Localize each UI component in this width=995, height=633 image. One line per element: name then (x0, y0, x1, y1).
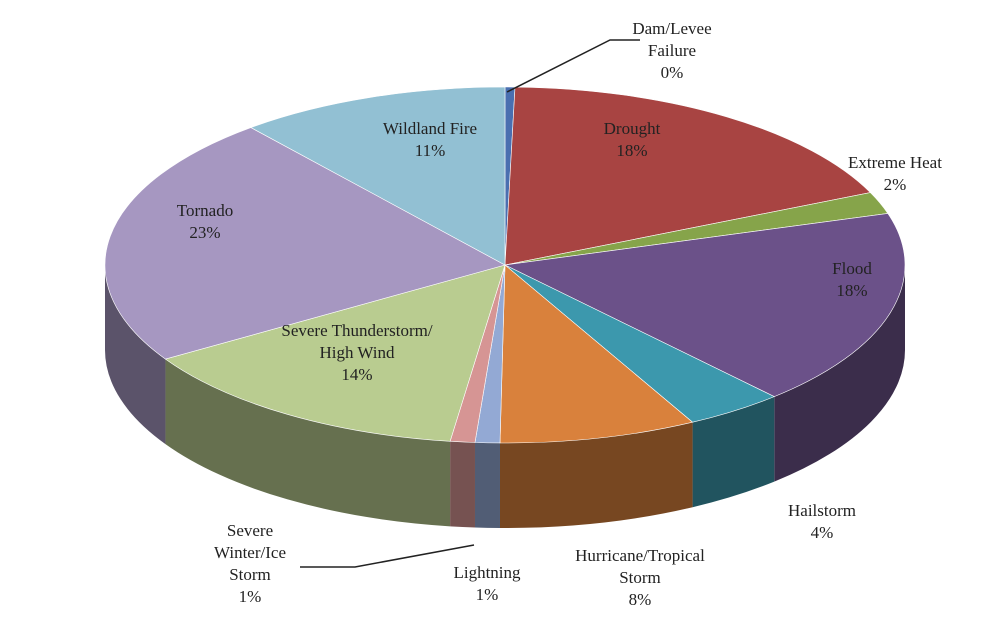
value-label: 14% (341, 365, 373, 384)
slice-label: Wildland Fire 11% (365, 118, 495, 162)
category-label: Wildland Fire (382, 119, 478, 138)
leader-line (300, 544, 475, 568)
slice-label: Hailstorm 4% (772, 500, 872, 544)
category-label: Tornado (176, 201, 234, 220)
slice-side (474, 442, 500, 528)
slice-label: Extreme Heat 2% (840, 152, 950, 196)
slice-label: Drought 18% (577, 118, 687, 162)
slice-label: Lightning 1% (437, 562, 537, 606)
slice (250, 86, 506, 266)
category-label: Severe Thunderstorm/ High Wind (281, 321, 433, 362)
value-label: 23% (189, 223, 221, 242)
slice-label: Dam/Levee Failure 0% (607, 18, 737, 84)
slice (104, 127, 506, 360)
value-label: 11% (414, 141, 446, 160)
slice (164, 264, 506, 442)
slice-label: Severe Thunderstorm/ High Wind 14% (277, 320, 437, 386)
category-label: Hurricane/Tropical Storm (575, 546, 705, 587)
value-label: 0% (660, 63, 684, 82)
value-label: 18% (616, 141, 648, 160)
slice-side (105, 265, 166, 445)
category-label: Lightning (453, 563, 521, 582)
slice-label: Tornado 23% (155, 200, 255, 244)
leader-line (506, 39, 640, 93)
slice-side (692, 396, 775, 508)
slice (499, 264, 694, 444)
value-label: 1% (475, 585, 499, 604)
value-label: 1% (238, 587, 262, 606)
slice-label: Flood 18% (807, 258, 897, 302)
value-label: 4% (810, 523, 834, 542)
value-label: 8% (628, 590, 652, 609)
value-label: 18% (836, 281, 868, 300)
slice (504, 86, 871, 266)
slice-label: Hurricane/Tropical Storm 8% (570, 545, 710, 611)
category-label: Extreme Heat (848, 153, 942, 172)
category-label: Flood (832, 259, 872, 278)
slice (503, 213, 906, 397)
category-label: Hailstorm (788, 501, 856, 520)
slice-side (450, 441, 475, 528)
category-label: Severe Winter/Ice Storm (214, 521, 286, 584)
slice-side (499, 422, 693, 528)
category-label: Drought (603, 119, 661, 138)
slice-label: Severe Winter/Ice Storm 1% (200, 520, 300, 608)
slice-side (165, 359, 451, 527)
category-label: Dam/Levee Failure (632, 19, 712, 60)
slice-side (774, 265, 905, 482)
value-label: 2% (883, 175, 907, 194)
